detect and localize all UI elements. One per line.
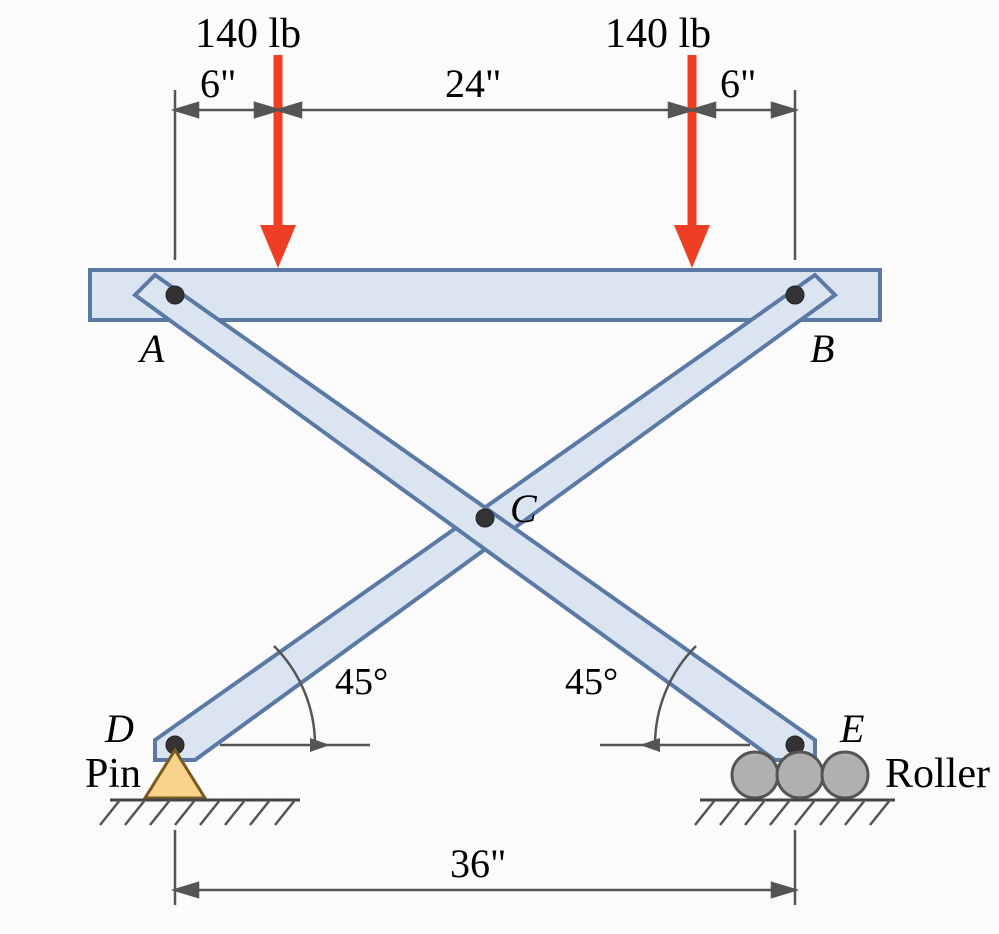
- node-D: D: [105, 705, 134, 752]
- diagram-stage: 140 lb 140 lb 6" 24" 6" A B C D E 45° 45…: [0, 0, 999, 934]
- dim-top-2: 24": [445, 60, 501, 107]
- support-label-roller: Roller: [885, 750, 990, 798]
- support-roller-E: [695, 752, 895, 825]
- support-label-pin: Pin: [85, 750, 141, 798]
- node-E: E: [840, 705, 864, 752]
- angle-E: 45°: [565, 660, 618, 704]
- node-A: A: [140, 325, 164, 372]
- angle-D: 45°: [335, 660, 388, 704]
- diagram-svg: [0, 0, 999, 934]
- force-label-left: 140 lb: [195, 10, 301, 58]
- dim-top-3: 6": [720, 60, 756, 107]
- node-B: B: [810, 325, 834, 372]
- node-C: C: [510, 485, 537, 532]
- dim-bottom: 36": [450, 840, 506, 887]
- dim-top-1: 6": [200, 60, 236, 107]
- force-label-right: 140 lb: [605, 10, 711, 58]
